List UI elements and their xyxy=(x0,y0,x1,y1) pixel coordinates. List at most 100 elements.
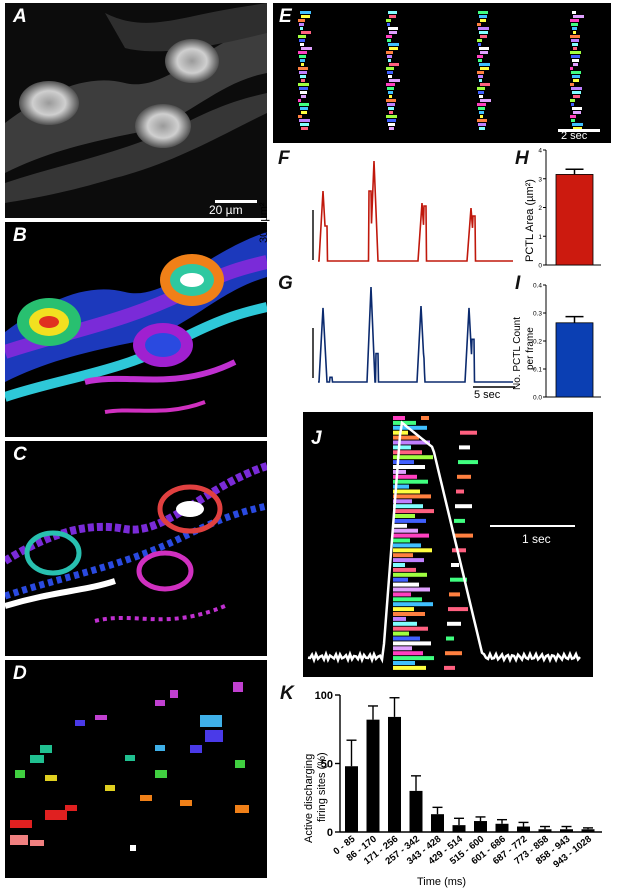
raster-event xyxy=(454,518,465,523)
raster-event xyxy=(393,607,414,612)
raster-event xyxy=(388,27,398,30)
panel-e-label: E xyxy=(279,6,292,27)
y-tick-label: 4 xyxy=(538,148,542,155)
raster-event xyxy=(447,621,461,626)
panel-c-label: C xyxy=(13,444,27,465)
raster-event xyxy=(388,123,395,126)
count-trace-line xyxy=(318,286,513,383)
raster-event xyxy=(389,15,396,18)
raster-event xyxy=(386,99,396,102)
raster-event xyxy=(393,514,415,518)
bar xyxy=(431,814,444,832)
raster-event xyxy=(457,474,471,479)
raster-event xyxy=(298,99,301,102)
raster-event xyxy=(298,51,307,54)
raster-event xyxy=(386,51,393,54)
raster-event xyxy=(573,15,584,18)
panel-j-label: J xyxy=(311,428,322,449)
y-tick-label: 2 xyxy=(538,205,542,212)
raster-event xyxy=(393,661,415,665)
area-trace-line xyxy=(318,160,513,262)
raster-event xyxy=(480,115,483,118)
raster-event xyxy=(298,83,309,86)
y-axis-label: firing sites (%) xyxy=(316,752,328,822)
raster-event xyxy=(301,79,305,82)
raster-event xyxy=(298,115,302,118)
raster-event xyxy=(572,107,582,110)
raster-event xyxy=(393,440,430,445)
y-tick-label: 0.4 xyxy=(533,283,542,290)
bar xyxy=(555,322,594,398)
raster-event xyxy=(393,460,414,465)
raster-event xyxy=(456,489,464,494)
raster-event xyxy=(300,11,311,14)
raster-event xyxy=(480,99,491,102)
bar xyxy=(474,821,487,832)
raster-event xyxy=(393,509,434,514)
raster-event xyxy=(393,656,434,661)
raster-event xyxy=(393,533,429,538)
raster-event xyxy=(388,43,399,46)
raster-event xyxy=(455,504,472,509)
raster-event xyxy=(460,430,477,435)
raster-event xyxy=(573,111,581,114)
raster-event xyxy=(300,75,306,78)
raster-event xyxy=(393,641,431,646)
raster-event xyxy=(450,577,467,582)
raster-event xyxy=(393,450,422,455)
raster-event xyxy=(477,103,486,106)
bar xyxy=(581,829,595,832)
raster-event xyxy=(480,51,488,54)
y-tick-label: 0.1 xyxy=(533,367,542,374)
raster-event xyxy=(393,543,421,548)
raster-event xyxy=(301,31,311,34)
raster-event xyxy=(480,83,490,86)
mean-area-trace xyxy=(307,420,581,664)
raster-event xyxy=(387,119,396,122)
panel-a-micrograph xyxy=(5,3,267,203)
panel-e-raster-plot xyxy=(298,11,584,130)
bar xyxy=(560,829,573,832)
raster-event xyxy=(393,646,412,651)
panel-i-chart: 0.0 0.1 0.2 0.3 0.4 xyxy=(533,283,601,402)
raster-event xyxy=(386,67,394,70)
panel-f-trace xyxy=(312,160,513,262)
panel-a-image: A 20 µm xyxy=(5,3,267,218)
y-tick-label: 0 xyxy=(538,263,542,270)
raster-event xyxy=(571,71,581,74)
raster-event xyxy=(299,23,304,26)
raster-event xyxy=(477,23,481,26)
raster-event xyxy=(571,87,582,90)
y-tick-label: 0.2 xyxy=(533,339,542,346)
raster-event xyxy=(393,553,413,558)
raster-event xyxy=(446,636,454,641)
bar xyxy=(388,716,401,832)
raster-event xyxy=(389,127,394,130)
raster-event xyxy=(387,39,391,42)
raster-event xyxy=(393,567,416,572)
raster-event xyxy=(478,75,483,78)
raster-event xyxy=(459,445,470,450)
raster-event xyxy=(393,665,426,670)
raster-event xyxy=(298,35,306,38)
raster-event xyxy=(477,55,483,58)
raster-event xyxy=(479,31,488,34)
bar xyxy=(366,719,380,832)
raster-event xyxy=(389,47,398,50)
raster-event xyxy=(571,103,574,106)
scale-bar-line xyxy=(490,525,575,527)
bar xyxy=(495,823,509,832)
raster-event xyxy=(570,115,576,118)
raster-event xyxy=(300,107,308,110)
raster-event xyxy=(393,484,409,489)
raster-event xyxy=(393,455,433,460)
x-axis-label: Time (ms) xyxy=(417,876,467,888)
raster-event xyxy=(393,499,412,504)
y-axis-label: Active discharging xyxy=(303,753,315,843)
raster-event xyxy=(479,95,483,98)
y-axis-label: per frame xyxy=(525,327,536,370)
raster-event xyxy=(299,39,305,42)
raster-event xyxy=(393,558,424,563)
raster-event xyxy=(386,19,391,22)
raster-event xyxy=(572,91,581,94)
